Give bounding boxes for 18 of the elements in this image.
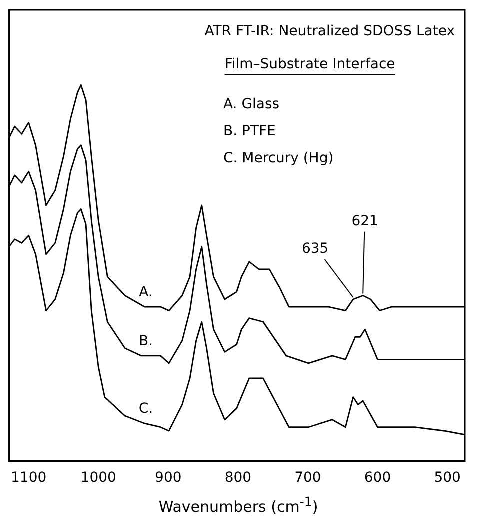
x-tick-label: 1000 — [80, 470, 116, 486]
annotation: A. Glass — [223, 96, 280, 113]
x-tick-label: 900 — [155, 470, 182, 486]
series-label: C. — [138, 401, 154, 418]
x-axis-title: Wavenumbers (cm$^{-1}$) — [158, 494, 320, 516]
chart-subtitle: Film–Substrate Interface — [224, 56, 396, 73]
series-label: B. — [138, 334, 154, 350]
x-tick-label: 700 — [294, 470, 322, 486]
series-label: A. — [139, 284, 153, 301]
x-tick-label: 600 — [364, 470, 392, 486]
annotation: 635 — [302, 241, 329, 258]
annotation: C. Mercury (Hg) — [223, 150, 334, 167]
x-tick-label: 800 — [224, 470, 252, 486]
annotation: B. PTFE — [223, 124, 276, 140]
chart-title: ATR FT-IR: Neutralized SDOSS Latex — [204, 24, 455, 40]
annotation: 621 — [352, 213, 378, 230]
x-tick-label: 1100 — [10, 470, 47, 486]
x-tick-label: 500 — [434, 470, 461, 486]
